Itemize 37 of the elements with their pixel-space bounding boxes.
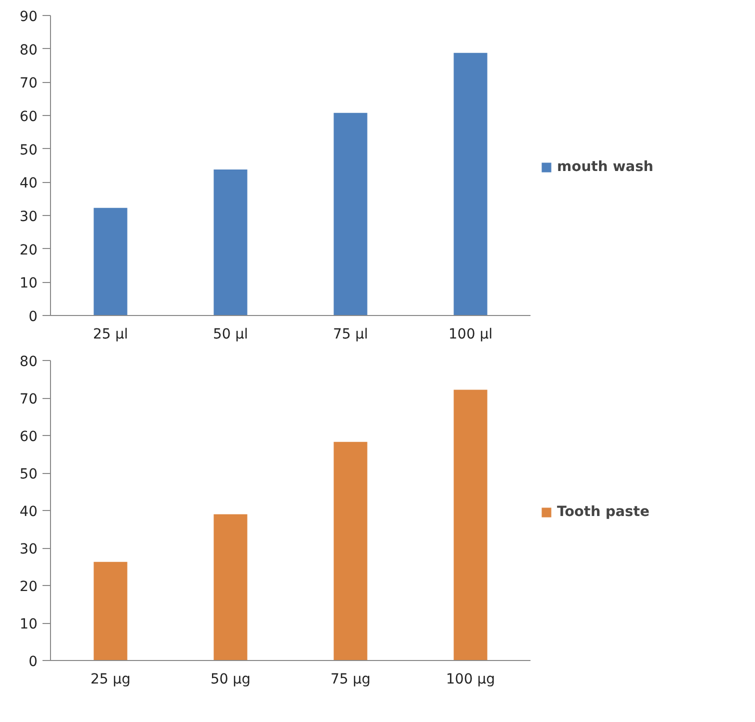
- y-tick-label: 40: [20, 504, 38, 520]
- legend-label: Tooth paste: [557, 504, 650, 520]
- x-tick-label: 100 µg: [446, 672, 495, 688]
- y-tick-label: 70: [20, 392, 38, 408]
- x-tick-label: 75 µg: [330, 672, 371, 688]
- bar: [94, 208, 128, 316]
- x-tick-label: 75 µl: [332, 326, 368, 342]
- y-tick-label: 20: [20, 579, 38, 595]
- y-tick-label: 10: [20, 276, 38, 292]
- bar: [214, 170, 248, 316]
- x-tick-label: 25 µg: [90, 672, 131, 688]
- y-tick-label: 20: [20, 242, 38, 258]
- y-tick-label: 50: [20, 466, 38, 482]
- bar: [94, 562, 128, 660]
- y-tick-label: 90: [20, 9, 38, 25]
- x-tick-label: 25 µl: [92, 326, 128, 342]
- y-tick-label: 60: [20, 429, 38, 445]
- y-tick-label: 60: [20, 109, 38, 125]
- y-tick-label: 50: [20, 142, 38, 158]
- y-tick-label: 70: [20, 76, 38, 92]
- x-tick-label: 100 µl: [448, 326, 492, 342]
- y-tick-label: 80: [20, 354, 38, 370]
- y-tick-label: 30: [20, 209, 38, 225]
- x-tick-label: 50 µg: [210, 672, 251, 688]
- y-tick-label: 0: [28, 309, 38, 325]
- bar: [334, 442, 368, 660]
- x-tick-label: 50 µl: [212, 326, 248, 342]
- bar: [454, 390, 488, 660]
- y-tick-label: 80: [20, 42, 38, 58]
- bar: [454, 52, 488, 316]
- bar: [214, 514, 248, 660]
- y-tick-label: 40: [20, 176, 38, 192]
- y-tick-label: 30: [20, 542, 38, 558]
- legend-label: mouth wash: [557, 159, 654, 175]
- bar: [334, 112, 368, 316]
- y-tick-label: 0: [28, 654, 38, 670]
- y-tick-label: 10: [20, 616, 38, 632]
